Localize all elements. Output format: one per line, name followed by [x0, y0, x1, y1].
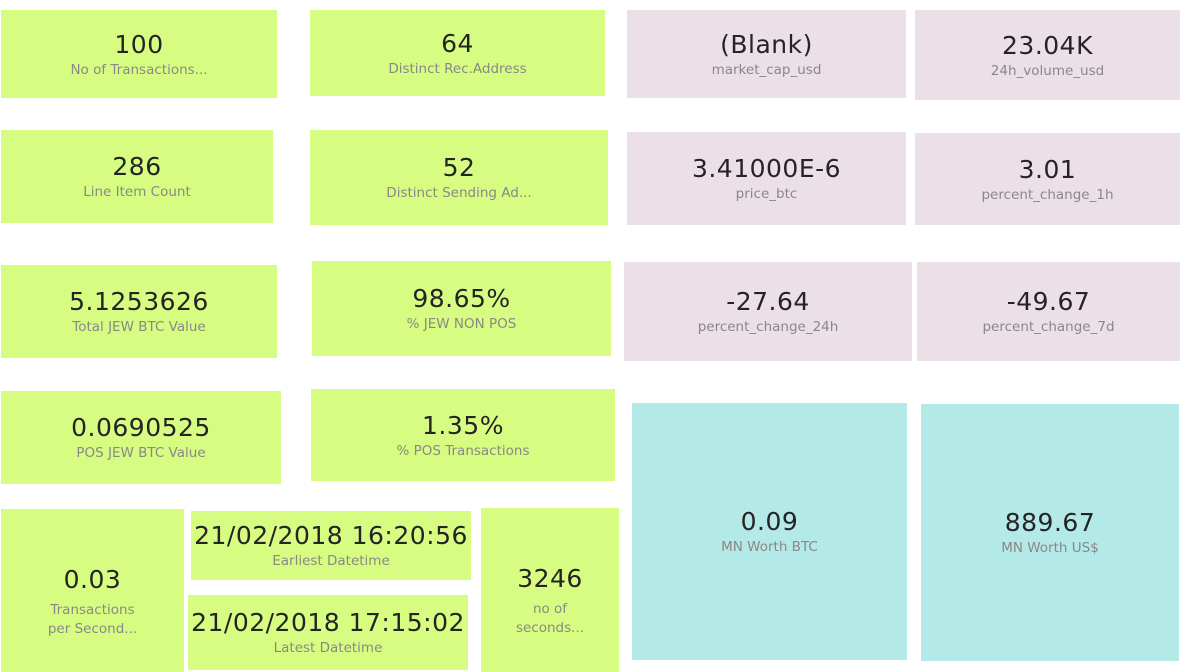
card-label: Latest Datetime [273, 640, 383, 656]
card-transactions-per-second[interactable]: 0.03 Transactions per Second... [1, 509, 184, 672]
card-value: 64 [441, 28, 474, 58]
card-pct-jew-non-pos[interactable]: 98.65% % JEW NON POS [312, 261, 611, 356]
card-value: 3246 [517, 564, 583, 593]
card-value: -27.64 [726, 287, 810, 316]
card-latest-datetime[interactable]: 21/02/2018 17:15:02 Latest Datetime [188, 595, 468, 670]
card-pos-jew-btc-value[interactable]: 0.0690525 POS JEW BTC Value [1, 391, 281, 484]
card-label: Distinct Rec.Address [388, 60, 527, 77]
card-value: 889.67 [1004, 508, 1096, 537]
card-total-jew-btc-value[interactable]: 5.1253626 Total JEW BTC Value [1, 265, 277, 358]
card-value: 23.04K [1002, 30, 1093, 60]
card-label: Line Item Count [83, 184, 191, 200]
card-mn-worth-usd[interactable]: 889.67 MN Worth US$ [921, 404, 1179, 661]
card-label: 24h_volume_usd [990, 62, 1105, 79]
card-label: Earliest Datetime [272, 553, 390, 569]
card-line-item-count[interactable]: 286 Line Item Count [1, 130, 273, 223]
card-value: -49.67 [1006, 287, 1091, 316]
card-value: 98.65% [412, 284, 511, 313]
card-label: price_btc [735, 186, 798, 202]
card-value: 1.35% [422, 410, 504, 440]
card-mn-worth-btc[interactable]: 0.09 MN Worth BTC [632, 403, 907, 660]
card-pct-pos-transactions[interactable]: 1.35% % POS Transactions [311, 389, 615, 481]
card-value: 286 [112, 152, 162, 181]
card-percent-change-24h[interactable]: -27.64 percent_change_24h [624, 262, 912, 361]
card-label: Total JEW BTC Value [72, 319, 206, 335]
card-value: 0.03 [63, 564, 122, 594]
card-label: no of seconds... [515, 601, 585, 636]
card-distinct-sending-address[interactable]: 52 Distinct Sending Ad... [310, 130, 608, 225]
card-value: 0.0690525 [71, 413, 211, 442]
card-price-btc[interactable]: 3.41000E-6 price_btc [627, 132, 906, 225]
card-label: % JEW NON POS [406, 316, 517, 332]
card-market-cap-usd[interactable]: (Blank) market_cap_usd [627, 10, 906, 98]
card-value: 21/02/2018 16:20:56 [194, 521, 468, 550]
card-value: 21/02/2018 17:15:02 [191, 608, 465, 637]
card-value: 52 [442, 153, 476, 182]
card-value: 3.41000E-6 [691, 154, 842, 183]
card-label: Transactions per Second... [47, 601, 138, 637]
card-no-of-transactions[interactable]: 100 No of Transactions... [1, 10, 277, 98]
card-24h-volume-usd[interactable]: 23.04K 24h_volume_usd [915, 10, 1180, 100]
card-percent-change-7d[interactable]: -49.67 percent_change_7d [917, 262, 1180, 361]
card-value: (Blank) [720, 29, 813, 59]
card-value: 3.01 [1018, 154, 1077, 184]
card-label: percent_change_1h [981, 186, 1114, 203]
card-distinct-rec-address[interactable]: 64 Distinct Rec.Address [310, 10, 605, 96]
card-label: percent_change_24h [697, 319, 839, 335]
card-label: POS JEW BTC Value [76, 445, 206, 461]
card-label: MN Worth US$ [1001, 540, 1099, 556]
card-label: % POS Transactions [396, 442, 530, 459]
card-value: 100 [114, 29, 164, 59]
card-label: market_cap_usd [711, 61, 822, 78]
card-label: Distinct Sending Ad... [386, 185, 532, 201]
card-label: MN Worth BTC [721, 539, 818, 555]
card-percent-change-1h[interactable]: 3.01 percent_change_1h [915, 133, 1180, 225]
card-label: No of Transactions... [70, 61, 208, 78]
card-value: 0.09 [740, 507, 799, 536]
card-label: percent_change_7d [982, 319, 1115, 335]
card-value: 5.1253626 [69, 287, 209, 316]
card-earliest-datetime[interactable]: 21/02/2018 16:20:56 Earliest Datetime [191, 511, 471, 580]
card-no-of-seconds[interactable]: 3246 no of seconds... [481, 508, 619, 672]
